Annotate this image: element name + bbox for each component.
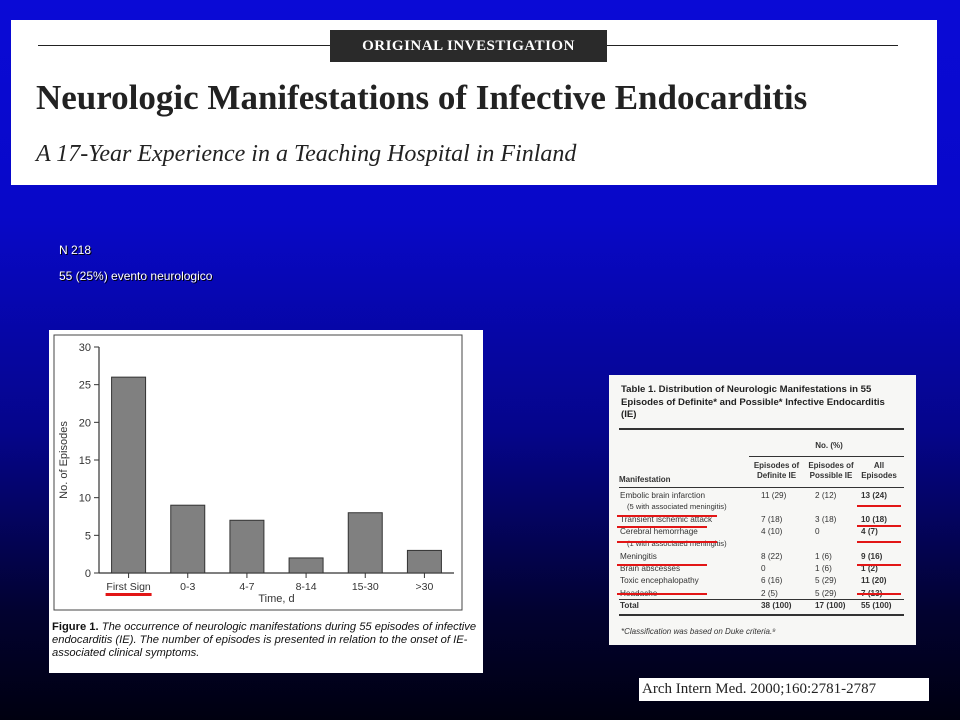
bar bbox=[170, 504, 206, 574]
cell-definite: 4 (10) bbox=[761, 527, 783, 536]
col-header: Episodes of Possible IE bbox=[808, 461, 854, 480]
x-tick-label: 4-7 bbox=[239, 581, 254, 593]
y-tick-label: 30 bbox=[79, 342, 91, 354]
figure-caption: Figure 1. The occurrence of neurologic m… bbox=[52, 621, 480, 661]
x-tick-label: 0-3 bbox=[180, 581, 195, 593]
bar bbox=[229, 519, 265, 574]
highlight-underline bbox=[857, 541, 901, 543]
cell-possible: 1 (6) bbox=[815, 552, 832, 561]
group-header: No. (%) bbox=[815, 441, 843, 450]
neuro-event-count: 55 (25%) evento neurologico bbox=[59, 269, 213, 283]
cell-definite: 7 (18) bbox=[761, 515, 783, 524]
y-tick-label: 15 bbox=[79, 455, 91, 467]
cell-all: 1 (2) bbox=[861, 564, 878, 573]
x-tick-label: First Sign bbox=[106, 581, 151, 593]
citation: Arch Intern Med. 2000;160:2781-2787 bbox=[639, 678, 929, 701]
cell-possible: 17 (100) bbox=[815, 601, 846, 610]
caption-text: The occurrence of neurologic manifestati… bbox=[52, 621, 477, 660]
cell-all: 11 (20) bbox=[861, 576, 887, 585]
caption-label: Figure 1. bbox=[52, 621, 99, 633]
cell-definite: 8 (22) bbox=[761, 552, 783, 561]
col-header: All Episodes bbox=[861, 461, 897, 480]
highlight-underline bbox=[617, 541, 717, 543]
figure-card: 0 5 10 15 20 25 30 No. of Episodes First Sign 0-3… bbox=[49, 330, 483, 673]
article-subtitle: A 17-Year Experience in a Teaching Hospi… bbox=[36, 141, 577, 167]
highlight-underline bbox=[617, 515, 717, 517]
cell-all: 13 (24) bbox=[861, 491, 887, 500]
table-footnote: *Classification was based on Duke criter… bbox=[621, 627, 776, 636]
table-row-label: Toxic encephalopathy bbox=[620, 576, 699, 585]
bar-chart: 0 5 10 15 20 25 30 No. of Episodes First Sign 0-3… bbox=[53, 334, 463, 611]
y-tick-label: 0 bbox=[85, 568, 91, 580]
cell-definite: 2 (5) bbox=[761, 589, 778, 598]
cell-definite: 38 (100) bbox=[761, 601, 792, 610]
cell-possible: 3 (18) bbox=[815, 515, 837, 524]
cell-all: 9 (16) bbox=[861, 552, 883, 561]
y-tick-label: 25 bbox=[79, 380, 91, 392]
x-tick-label: 8-14 bbox=[296, 581, 317, 593]
cell-possible: 0 bbox=[815, 527, 820, 536]
table-rule-group bbox=[749, 456, 904, 457]
bar bbox=[406, 549, 442, 574]
y-axis-label: No. of Episodes bbox=[58, 421, 70, 499]
cell-possible: 5 (29) bbox=[815, 589, 837, 598]
cell-all: 10 (18) bbox=[861, 515, 887, 524]
bar bbox=[347, 512, 383, 574]
y-tick-label: 20 bbox=[79, 417, 91, 429]
cell-possible: 5 (29) bbox=[815, 576, 837, 585]
sample-size: N 218 bbox=[59, 243, 92, 257]
col-header: Episodes of Definite IE bbox=[753, 461, 800, 480]
y-tick-label: 10 bbox=[79, 493, 91, 505]
cell-all: 4 (7) bbox=[861, 527, 878, 536]
highlight-underline bbox=[857, 525, 901, 527]
cell-possible: 1 (6) bbox=[815, 564, 832, 573]
cell-all: 55 (100) bbox=[861, 601, 892, 610]
table-rule-bottom bbox=[619, 614, 904, 616]
x-axis-label: Time, d bbox=[258, 593, 294, 605]
highlight-underline bbox=[857, 505, 901, 507]
y-tick-label: 5 bbox=[85, 530, 91, 542]
article-header: ORIGINAL INVESTIGATION Neurologic Manife… bbox=[11, 20, 937, 185]
x-tick-label: >30 bbox=[416, 581, 434, 593]
article-title: Neurologic Manifestations of Infective E… bbox=[36, 78, 808, 117]
table-row-label: Meningitis bbox=[620, 552, 657, 561]
highlight-underline bbox=[105, 593, 152, 596]
table-rule-head bbox=[619, 487, 904, 488]
table-title: Table 1. Distribution of Neurologic Mani… bbox=[621, 384, 885, 420]
cell-definite: 11 (29) bbox=[761, 491, 787, 500]
table-subnote: (1 with associated meningitis) bbox=[627, 539, 727, 548]
highlight-underline bbox=[617, 593, 707, 595]
x-tick-label: 15-30 bbox=[352, 581, 379, 593]
bar bbox=[288, 557, 324, 574]
col-header: Manifestation bbox=[619, 475, 671, 484]
chart-frame bbox=[53, 334, 463, 611]
table-row-label: Total bbox=[620, 601, 639, 610]
highlight-underline bbox=[617, 526, 707, 528]
table-row-label: Transient ischemic attack bbox=[620, 515, 713, 524]
table-card: Table 1. Distribution of Neurologic Mani… bbox=[609, 375, 916, 645]
section-tag: ORIGINAL INVESTIGATION bbox=[330, 30, 607, 62]
table-row-label: Embolic brain infarction bbox=[620, 491, 706, 500]
cell-definite: 0 bbox=[761, 564, 766, 573]
table-subnote: (5 with associated meningitis) bbox=[627, 502, 727, 511]
highlight-underline bbox=[857, 564, 901, 566]
bar bbox=[111, 376, 147, 574]
table-row-label: Brain abscesses bbox=[620, 564, 681, 573]
table-rule-total bbox=[619, 599, 904, 600]
highlight-underline bbox=[857, 593, 901, 595]
table-row-label: Cerebral hemorrhage bbox=[620, 527, 698, 536]
cell-definite: 6 (16) bbox=[761, 576, 783, 585]
cell-possible: 2 (12) bbox=[815, 491, 837, 500]
table-rule-top bbox=[619, 428, 904, 430]
highlight-underline bbox=[617, 564, 707, 566]
